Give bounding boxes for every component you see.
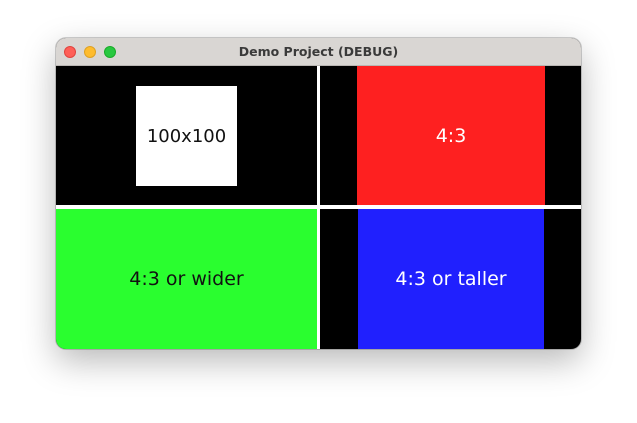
close-icon[interactable] <box>64 46 76 58</box>
zoom-icon[interactable] <box>104 46 116 58</box>
content-area: 100x100 4:3 4:3 or wider 4:3 or taller <box>56 66 581 349</box>
pane-top-left: 100x100 <box>56 66 317 205</box>
minimize-icon[interactable] <box>84 46 96 58</box>
box-4-3-or-taller: 4:3 or taller <box>358 209 544 349</box>
title-bar[interactable]: Demo Project (DEBUG) <box>56 38 581 66</box>
window-title: Demo Project (DEBUG) <box>238 44 399 59</box>
pane-bottom-left: 4:3 or wider <box>56 209 317 349</box>
box-4-3-or-wider: 4:3 or wider <box>56 209 317 349</box>
box-4-3: 4:3 <box>357 66 545 205</box>
square-100x100: 100x100 <box>136 86 237 186</box>
pane-bottom-right: 4:3 or taller <box>320 209 581 349</box>
pane-top-right: 4:3 <box>320 66 581 205</box>
app-window: Demo Project (DEBUG) 100x100 4:3 4:3 or … <box>56 38 581 349</box>
